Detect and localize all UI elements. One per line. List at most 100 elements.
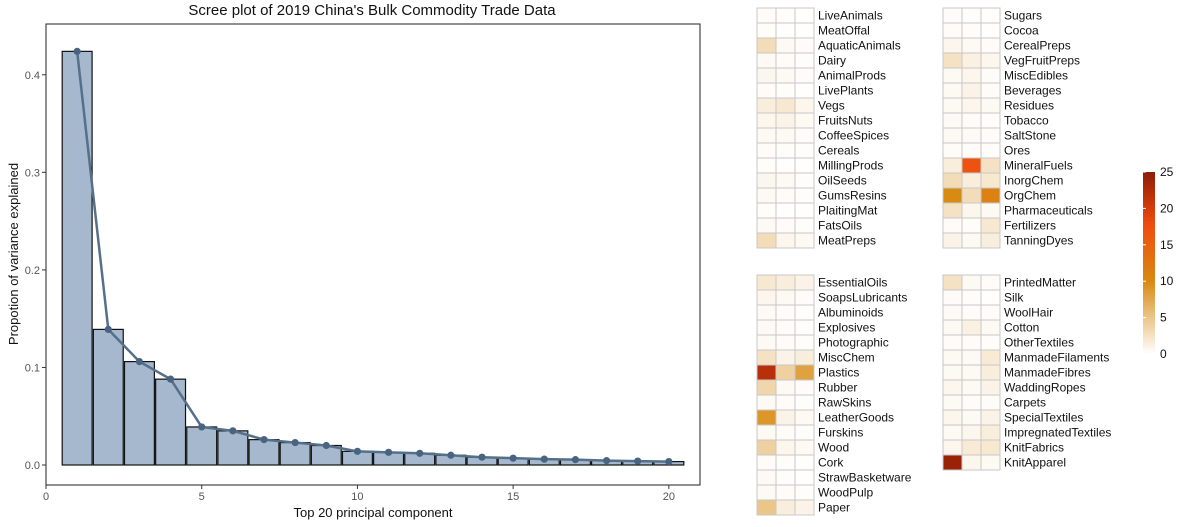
point-pc-1 xyxy=(73,47,81,55)
heatmap-row-label: Pharmaceuticals xyxy=(1004,204,1093,218)
heatmap-cell xyxy=(775,37,796,54)
heatmap-row-label: SpecialTextiles xyxy=(1004,411,1083,425)
heatmap-cell xyxy=(794,499,815,516)
heatmap-row-label: Sugars xyxy=(1004,9,1042,23)
heatmap-cell xyxy=(980,424,1001,441)
x-tick-label: 0 xyxy=(43,491,49,503)
heatmap-cell xyxy=(942,319,963,336)
heatmap-cell xyxy=(980,37,1001,54)
heatmap-row-label: Carpets xyxy=(1004,396,1046,410)
heatmap-cell xyxy=(980,157,1001,174)
heatmap-cell xyxy=(756,22,777,39)
heatmap-cell xyxy=(961,334,982,351)
heatmap-cell xyxy=(775,7,796,24)
heatmap-row-label: Residues xyxy=(1004,99,1054,113)
point-pc-11 xyxy=(384,448,393,456)
heatmap-cell xyxy=(775,319,796,336)
point-pc-7 xyxy=(260,436,268,444)
heatmap-row-label: WoolHair xyxy=(1004,306,1053,320)
heatmap-row-label: Tobacco xyxy=(1004,114,1049,128)
heatmap-cell xyxy=(756,319,777,336)
heatmap-cell xyxy=(775,67,796,84)
heatmap-cell xyxy=(775,217,796,234)
heatmap-cell xyxy=(961,409,982,426)
bar-pc-7 xyxy=(248,439,280,466)
heatmap-cell xyxy=(756,232,777,249)
heatmap-cell xyxy=(942,52,963,69)
point-pc-17 xyxy=(571,456,580,464)
heatmap-cell xyxy=(942,232,963,249)
heatmap-row-label: Ores xyxy=(1004,144,1030,158)
heatmap-cell xyxy=(942,172,963,189)
point-pc-14 xyxy=(478,453,486,461)
heatmap-cell xyxy=(775,202,796,219)
heatmap-cell xyxy=(942,394,963,411)
heatmap-cell xyxy=(756,7,777,24)
legend-tick-label: 0 xyxy=(1160,347,1167,361)
point-pc-18 xyxy=(602,457,611,465)
bar-pc-4 xyxy=(155,378,187,466)
heatmap-cell xyxy=(794,82,815,99)
point-pc-9 xyxy=(322,441,330,450)
x-tick-label: 20 xyxy=(663,491,675,503)
heatmap-cell xyxy=(756,484,777,501)
heatmap-row-label: Cotton xyxy=(1004,321,1039,335)
heatmap-row-label: LeatherGoods xyxy=(818,411,894,425)
heatmap-cell xyxy=(756,469,777,486)
heatmap-cell xyxy=(980,187,1001,204)
heatmap-cell xyxy=(961,304,982,321)
point-pc-10 xyxy=(353,447,362,455)
heatmap-cell xyxy=(794,364,815,381)
bar-pc-1 xyxy=(61,50,93,466)
heatmap-cell xyxy=(961,232,982,249)
heatmap-cell xyxy=(794,22,815,39)
heatmap-cell xyxy=(756,289,777,306)
heatmap-cell xyxy=(942,82,963,99)
plot-panel-border xyxy=(45,23,701,486)
heatmap-row-label: Beverages xyxy=(1004,84,1061,98)
heatmap-cell xyxy=(775,82,796,99)
heatmap-cell xyxy=(794,187,815,204)
heatmap-cell xyxy=(775,304,796,321)
heatmap-cell xyxy=(794,7,815,24)
heatmap-cell xyxy=(980,394,1001,411)
heatmap-cell xyxy=(794,319,815,336)
heatmap-row-label: MineralFuels xyxy=(1004,159,1073,173)
heatmap-cell xyxy=(756,439,777,456)
heatmap-cell xyxy=(961,217,982,234)
heatmap-cell xyxy=(756,172,777,189)
heatmap-cell xyxy=(794,334,815,351)
heatmap-cell xyxy=(794,439,815,456)
heatmap-cell xyxy=(980,349,1001,366)
heatmap-cell xyxy=(980,409,1001,426)
heatmap-cell xyxy=(756,97,777,114)
heatmap-row-label: MillingProds xyxy=(818,159,883,173)
heatmap-cell xyxy=(980,289,1001,306)
heatmap-cell xyxy=(942,304,963,321)
heatmap-row-label: AquaticAnimals xyxy=(818,39,901,53)
heatmap-cell xyxy=(794,202,815,219)
heatmap-row-label: CoffeeSpices xyxy=(818,129,889,143)
heatmap-row-label: AnimalProds xyxy=(818,69,886,83)
heatmap-cell xyxy=(961,424,982,441)
heatmap-row-label: GumsResins xyxy=(818,189,887,203)
y-tick-label: 0.1 xyxy=(25,362,40,374)
heatmap-row-label: FruitsNuts xyxy=(818,114,873,128)
heatmap-cell xyxy=(756,349,777,366)
heatmap-row-label: Cocoa xyxy=(1004,24,1039,38)
heatmap-row-label: SoapsLubricants xyxy=(818,291,907,305)
point-pc-5 xyxy=(198,423,206,431)
heatmap-cell xyxy=(961,379,982,396)
heatmap-cell xyxy=(961,22,982,39)
heatmap-cell xyxy=(756,82,777,99)
heatmap-cell xyxy=(775,187,796,204)
heatmap-cell xyxy=(961,454,982,471)
heatmap-cell xyxy=(794,172,815,189)
scree-plot: Scree plot of 2019 China's Bulk Commodit… xyxy=(6,2,701,520)
heatmap-row-label: OilSeeds xyxy=(818,174,867,188)
heatmap-cell xyxy=(794,454,815,471)
heatmap-cell xyxy=(980,52,1001,69)
heatmap-cell xyxy=(942,409,963,426)
point-pc-15 xyxy=(509,454,517,462)
heatmap-cell xyxy=(980,142,1001,159)
